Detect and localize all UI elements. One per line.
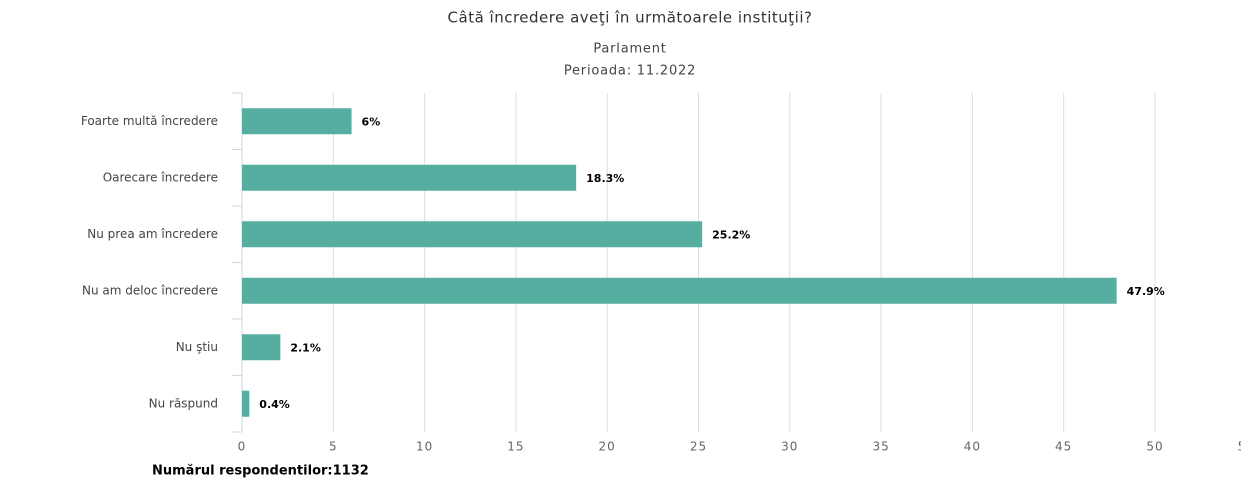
x-tick-label: 5 [329, 440, 338, 454]
x-tick-label: 25 [690, 440, 707, 454]
data-label: 18.3% [586, 172, 624, 185]
chart-title: Câtă încredere aveţi în următoarele inst… [448, 9, 813, 27]
data-label: 6% [362, 115, 381, 128]
y-tick-label: Nu răspund [149, 396, 218, 410]
chart-subtitle: Perioada: 11.2022 [564, 64, 696, 79]
data-label: 2.1% [290, 341, 321, 354]
y-tick-label: Nu am deloc încredere [82, 283, 218, 297]
bar [242, 164, 577, 191]
bar [242, 221, 703, 248]
data-label: 0.4% [259, 398, 290, 411]
data-label: 25.2% [712, 228, 750, 241]
x-tick-label: 30 [781, 440, 798, 454]
bar [242, 277, 1117, 304]
x-tick-label: 0 [238, 440, 247, 454]
x-tick-label: 35 [872, 440, 889, 454]
data-label: 47.9% [1127, 285, 1165, 298]
x-tick-label: 10 [416, 440, 433, 454]
bar [242, 334, 281, 361]
x-tick-label: 40 [964, 440, 981, 454]
x-tick-label: 20 [599, 440, 616, 454]
bar [242, 108, 352, 135]
x-tick-label: 15 [507, 440, 524, 454]
y-tick-label: Nu prea am încredere [87, 227, 218, 241]
y-tick-label: Foarte multă încredere [81, 114, 218, 128]
x-tick-label: 55 [1238, 440, 1241, 454]
y-tick-label: Oarecare încredere [103, 170, 218, 184]
x-tick-label: 45 [1055, 440, 1072, 454]
footer-note: Numărul respondentilor:1132 [152, 464, 369, 479]
x-tick-label: 50 [1146, 440, 1163, 454]
y-tick-label: Nu ştiu [176, 340, 218, 354]
chart-subtitle: Parlament [593, 42, 666, 57]
bar [242, 390, 250, 417]
